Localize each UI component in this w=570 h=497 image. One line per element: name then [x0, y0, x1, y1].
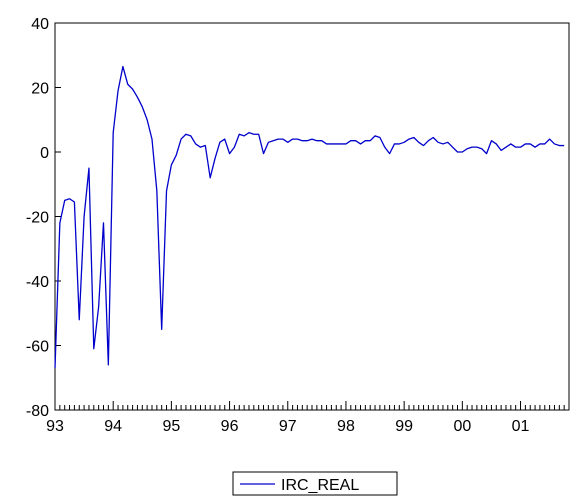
y-tick-label: 40 — [31, 16, 49, 33]
x-tick-label: 97 — [279, 418, 297, 435]
y-tick-label: -20 — [26, 210, 49, 227]
y-axis: 40 20 0 -20 -40 -60 -80 — [26, 16, 61, 420]
legend-box — [232, 471, 398, 496]
x-tick-label: 96 — [221, 418, 239, 435]
legend: IRC_REAL — [232, 471, 398, 496]
y-tick-label: 0 — [40, 145, 49, 162]
plot-frame — [54, 22, 570, 411]
x-tick-label: 99 — [395, 418, 413, 435]
legend-label: IRC_REAL — [281, 477, 359, 494]
y-tick-label: -80 — [26, 403, 49, 420]
x-tick-label: 94 — [104, 418, 122, 435]
y-tick-label: -40 — [26, 274, 49, 291]
x-tick-label: 98 — [337, 418, 355, 435]
x-tick-label: 01 — [512, 418, 530, 435]
x-tick-label: 00 — [453, 418, 471, 435]
y-tick-label: 20 — [31, 81, 49, 98]
series-layer — [54, 65, 565, 369]
x-axis: 93 94 95 96 97 98 99 00 01 — [46, 401, 565, 435]
series-line-irc-real — [54, 65, 565, 369]
x-tick-label: 95 — [162, 418, 180, 435]
x-tick-label: 93 — [46, 418, 64, 435]
y-tick-label: -60 — [26, 339, 49, 356]
